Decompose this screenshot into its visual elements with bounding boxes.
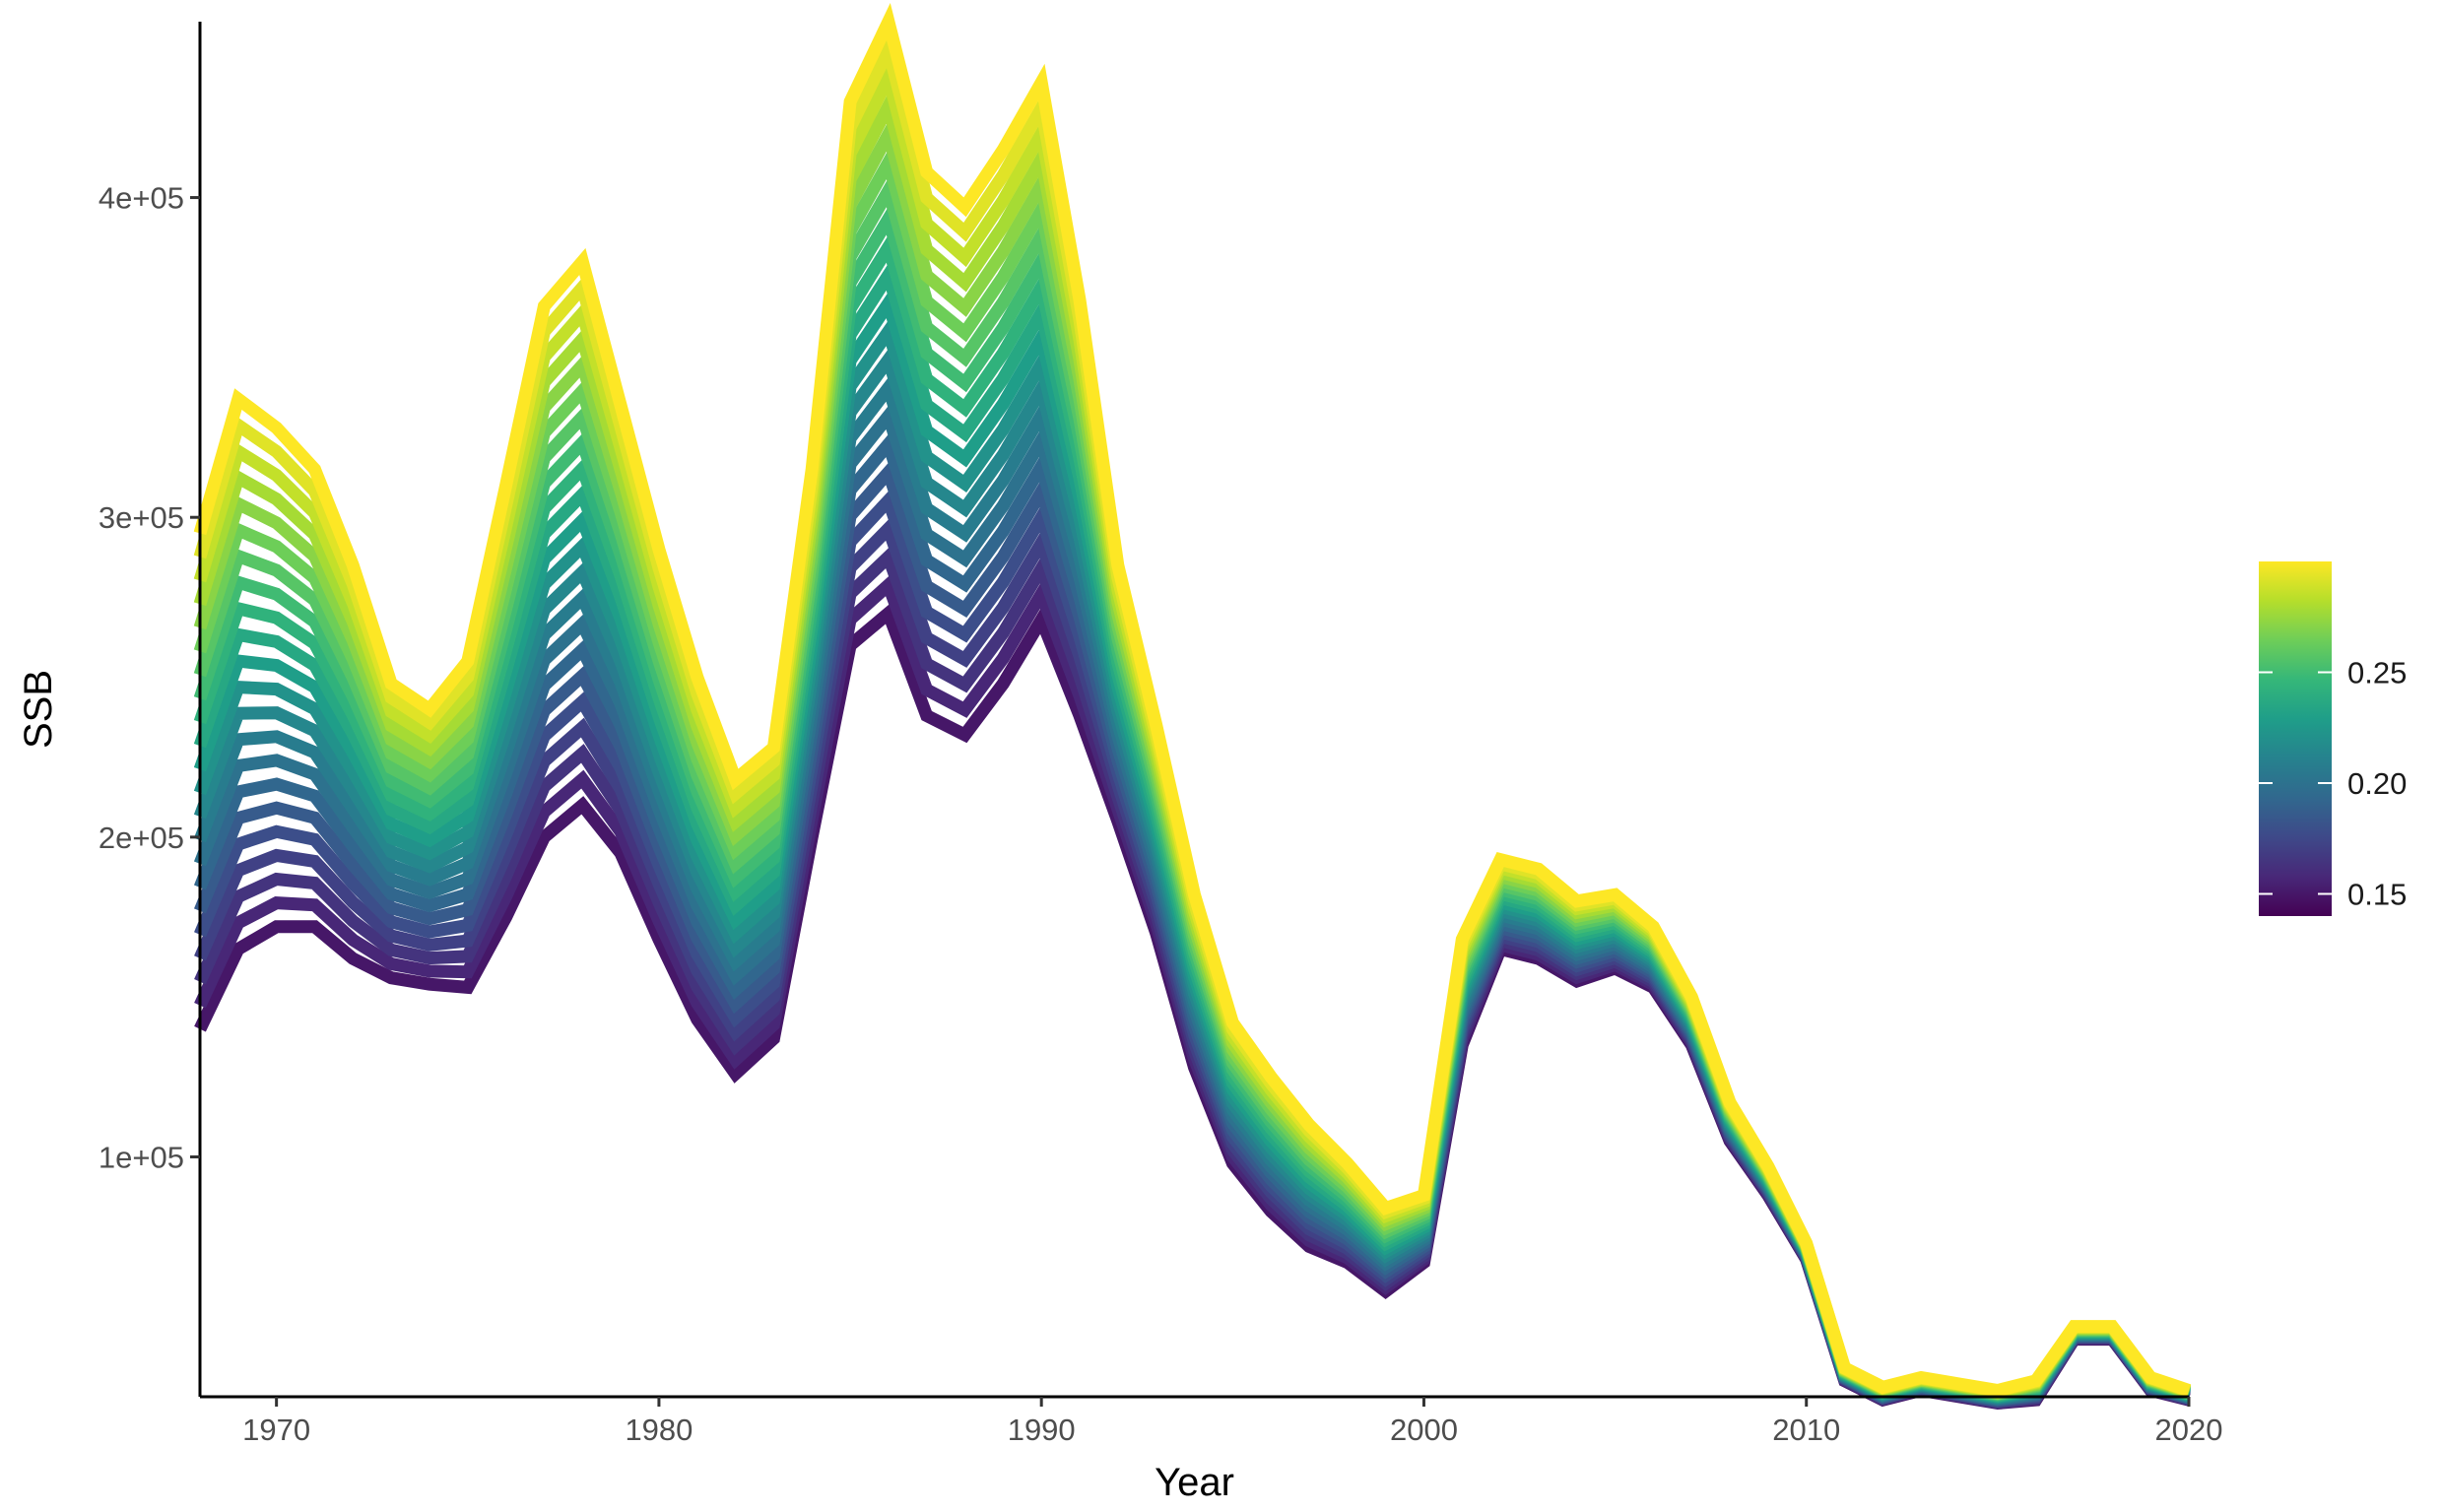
y-tick-label: 1e+05 <box>99 1141 184 1175</box>
x-tick-label: 2010 <box>1772 1413 1840 1447</box>
y-tick-label: 3e+05 <box>99 500 184 535</box>
x-tick-label: 1970 <box>242 1413 310 1447</box>
x-tick-label: 1990 <box>1008 1413 1076 1447</box>
series-line-22 <box>193 2 2192 1398</box>
axes: 1970 1980 1990 2000 2010 2020 1e+05 2e+05 3e+05… <box>99 22 2222 1447</box>
x-tick-label: 2000 <box>1390 1413 1458 1447</box>
y-axis-title: SSB <box>17 670 60 749</box>
legend-label: 0.25 <box>2347 656 2407 690</box>
y-tick-label: 2e+05 <box>99 821 184 855</box>
legend-label: 0.20 <box>2347 766 2407 801</box>
x-tick-label: 1980 <box>625 1413 693 1447</box>
legend-colorbar <box>2259 561 2332 916</box>
legend-label: 0.15 <box>2347 878 2407 912</box>
x-axis-ticks: 1970 1980 1990 2000 2010 2020 <box>242 1397 2222 1447</box>
legend-ticks: 0.15 0.20 0.25 <box>2259 656 2407 912</box>
color-legend: 0.15 0.20 0.25 <box>2259 561 2407 916</box>
x-tick-label: 2020 <box>2155 1413 2223 1447</box>
series-lines <box>193 2 2192 1411</box>
y-axis-ticks: 1e+05 2e+05 3e+05 4e+05 <box>99 181 200 1175</box>
y-tick-label: 4e+05 <box>99 181 184 216</box>
x-axis-title: Year <box>1155 1461 1234 1504</box>
